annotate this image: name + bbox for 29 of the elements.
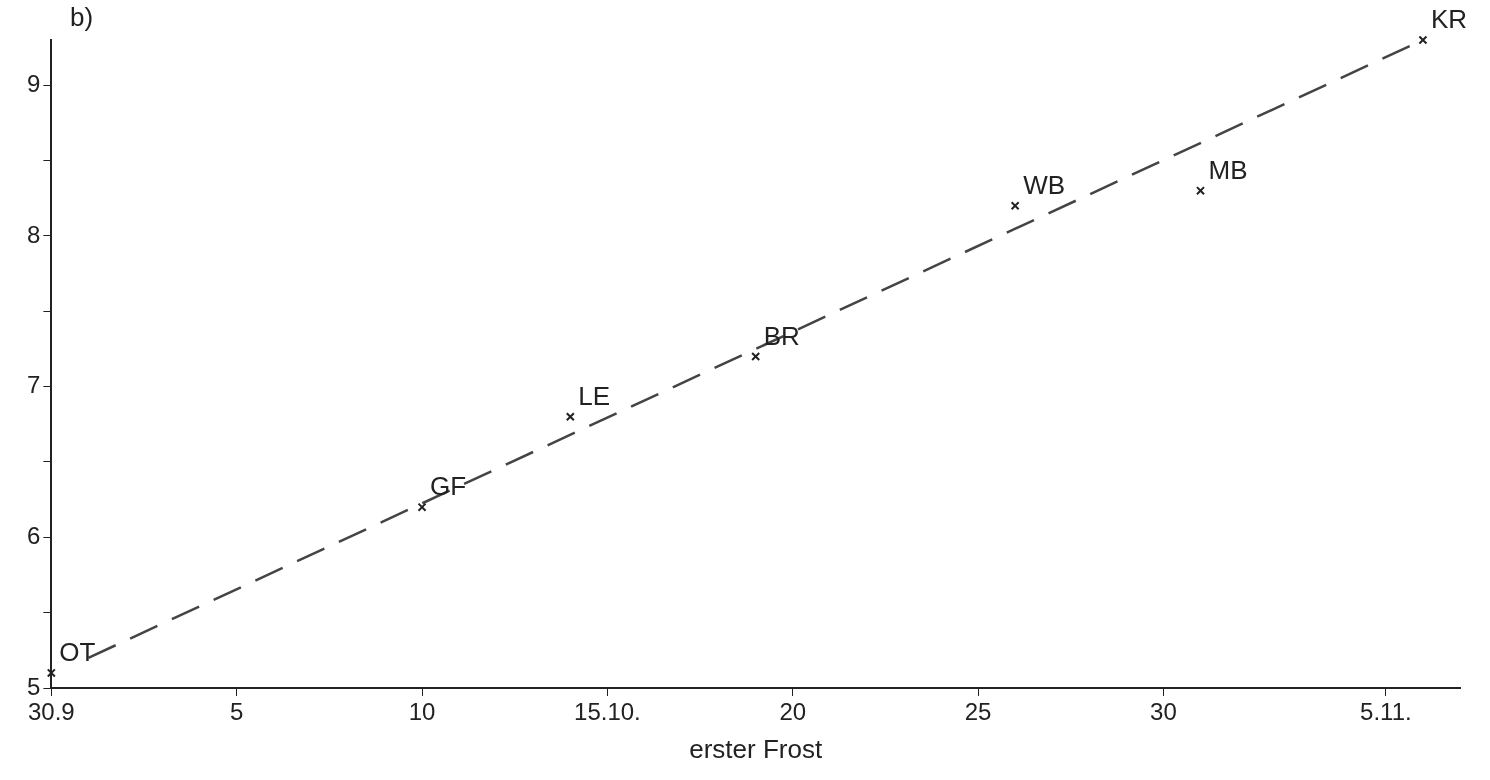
annotation: MB: [1208, 154, 1248, 185]
annotation: KR: [1430, 4, 1468, 35]
y-tick-label: 7: [26, 371, 41, 399]
text: b): [70, 2, 94, 33]
point: [751, 351, 761, 361]
x-tick-label: 5.11.: [1360, 698, 1412, 726]
x-tick-label: 20: [779, 698, 807, 726]
point: [417, 502, 427, 512]
y-tick-label: 9: [26, 69, 41, 97]
annotation: LE: [578, 380, 611, 411]
annotation: OT: [59, 637, 96, 668]
point: [1010, 201, 1020, 211]
y-tick-label: 5: [26, 672, 41, 700]
x-tick-label: 25: [964, 698, 992, 726]
x-tick-label: 5: [230, 698, 244, 726]
x-axis-title: erster Frost: [689, 733, 823, 764]
point: [565, 412, 575, 422]
point: [1418, 35, 1428, 45]
annotation: BR: [763, 320, 800, 351]
point: [1195, 186, 1206, 196]
y-tick-label: 6: [26, 521, 41, 549]
annotation: GF: [430, 471, 467, 502]
x-tick-label: 30.9: [27, 698, 75, 726]
x-tick-label: 10: [408, 698, 436, 726]
x-tick-label: 30: [1150, 698, 1177, 726]
x-tick-label: 15.10.: [574, 698, 641, 726]
point: [46, 668, 56, 678]
annotation: WB: [1023, 169, 1066, 200]
y-tick-label: 8: [26, 220, 41, 248]
